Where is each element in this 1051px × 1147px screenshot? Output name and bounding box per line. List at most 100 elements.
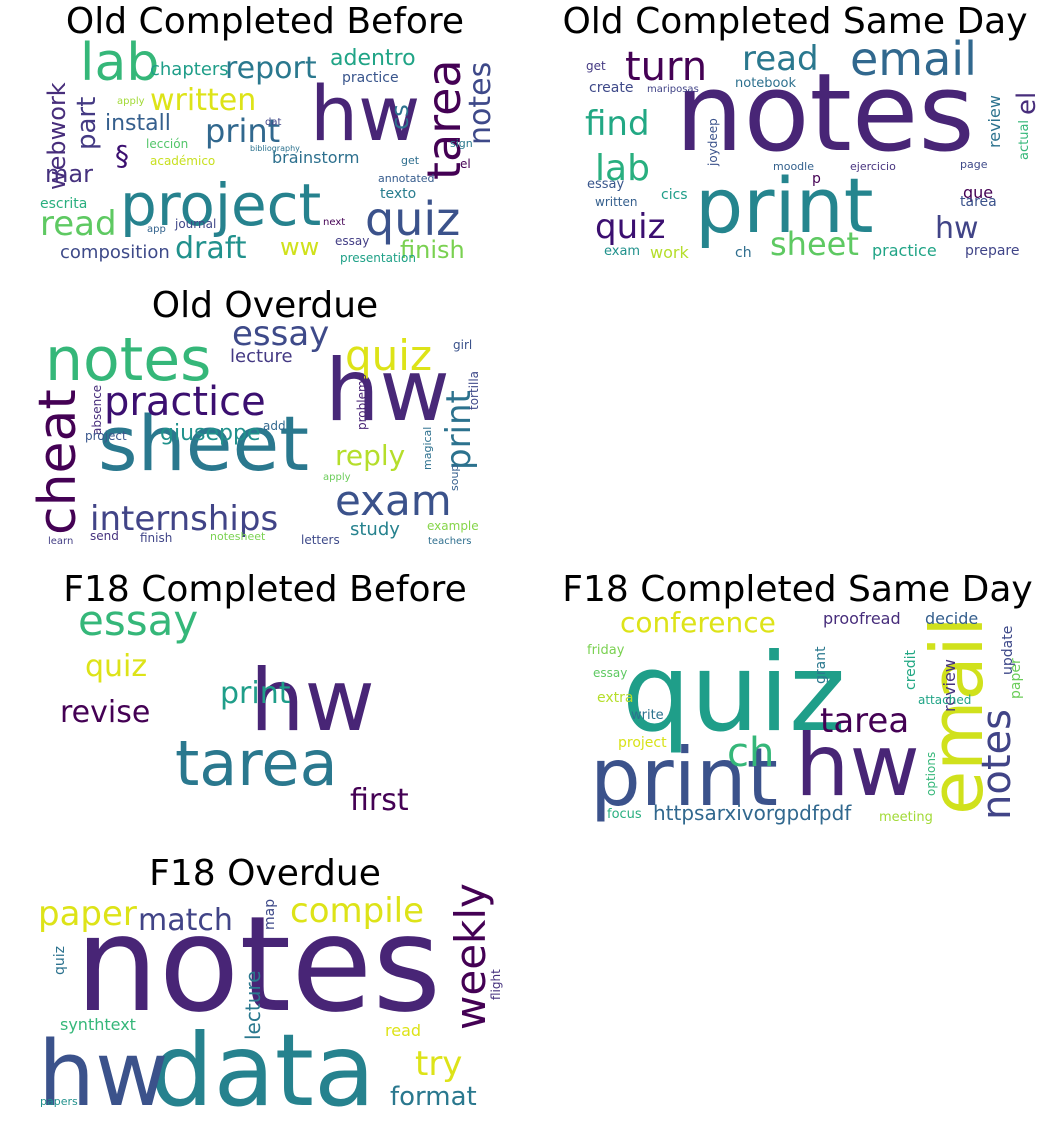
cloud-word-19: notebook [735, 76, 796, 91]
cloud-word-13: read [385, 1021, 421, 1040]
cloud-word-28: teachers [428, 536, 472, 547]
cloud-word-9: lecture [241, 971, 265, 1040]
cloud-word-2: notes [45, 325, 211, 395]
cloud-word-26: notesheet [210, 530, 266, 543]
cloud-word-13: review [940, 659, 959, 712]
cloud-word-7: conference [620, 606, 776, 639]
cloud-word-8: httpsarxivorgpdfpdf [653, 801, 852, 825]
cloud-word-25: académico [150, 154, 215, 168]
cloud-word-9: hw [935, 211, 979, 246]
cloud-word-16: soup [448, 465, 461, 491]
cloud-word-15: cs [386, 104, 414, 130]
cloud-word-12: map [262, 899, 278, 930]
cloud-word-14: flight [489, 969, 503, 1000]
cloud-word-28: page [960, 158, 988, 171]
cloud-word-12: part [72, 97, 102, 150]
cloud-word-7: quiz [595, 207, 665, 247]
cloud-word-27: learn [48, 536, 73, 547]
cloud-word-5: exam [335, 476, 452, 525]
cloud-word-27: journal [174, 217, 216, 231]
panel-f18-completed-before: F18 Completed Before hw tarea essay quiz pri… [20, 568, 510, 838]
panel-title: Old Completed Same Day [562, 1, 1028, 42]
panel-old-completed-before: Old Completed Before project hw quiz lab pri… [20, 0, 510, 280]
cloud-word-15: paper [1008, 658, 1024, 699]
cloud-word-2: quiz [365, 192, 460, 246]
cloud-word-20: project [618, 735, 667, 751]
cloud-word-0: notes [75, 888, 441, 1042]
cloud-word-1: hw [310, 69, 420, 158]
cloud-word-0: hw [250, 651, 375, 751]
cloud-word-3: lab [80, 33, 159, 93]
cloud-word-4: print [220, 676, 291, 711]
cloud-word-0: notes [675, 51, 975, 176]
cloud-word-17: essay [593, 666, 627, 680]
cloud-word-32: apply [117, 96, 145, 107]
cloud-word-1: print [695, 161, 874, 250]
cloud-word-0: quiz [622, 631, 846, 756]
cloud-word-6: match [138, 903, 233, 938]
cloud-word-24: finish [140, 531, 172, 545]
cloud-word-20: chapters [150, 59, 229, 80]
cloud-word-0: sheet [98, 399, 309, 488]
cloud-word-18: absence [90, 385, 104, 435]
cloud-word-3: turn [625, 44, 707, 90]
cloud-word-9: print [439, 390, 479, 470]
cloud-word-25: cics [661, 187, 688, 203]
cloud-word-3: weekly [446, 883, 495, 1030]
cloud-word-7: tarea [417, 59, 471, 180]
cloud-word-17: § [115, 139, 129, 172]
cloud-word-20: add [263, 419, 286, 433]
cloud-word-4: practice [104, 379, 266, 425]
cloud-word-24: meeting [879, 810, 933, 825]
cloud-word-1: email [915, 616, 999, 815]
cloud-word-24: ch [735, 245, 752, 261]
cloud-word-31: annotated [378, 172, 435, 185]
panel-old-overdue: Old Overdue sheet hw notes cheat practice exa… [20, 284, 510, 554]
cloud-word-1: hw [325, 341, 450, 441]
cloud-word-5: revise [60, 695, 150, 730]
cloud-word-14: tarea [960, 194, 997, 210]
cloud-word-2: essay [78, 596, 198, 645]
panel-old-completed-same-day: Old Completed Same Day notes print email tu… [550, 0, 1040, 280]
cloud-word-18: extra [597, 690, 633, 706]
cloud-word-16: prepare [965, 243, 1019, 259]
cloud-word-6: ch [727, 730, 774, 776]
cloud-word-10: el [1012, 92, 1040, 115]
cloud-word-27: ejercicio [850, 160, 896, 173]
cloud-word-5: paper [38, 894, 137, 934]
cloud-word-11: quiz [52, 946, 68, 975]
cloud-word-22: example [427, 519, 479, 533]
cloud-word-4: compile [290, 891, 424, 931]
cloud-word-7: quiz [345, 331, 432, 380]
cloud-word-11: grant [813, 646, 829, 684]
panel-f18-completed-same-day: F18 Completed Same Day quiz email print hw n… [550, 568, 1045, 838]
cloud-word-21: girl [453, 338, 472, 352]
cloud-word-6: internships [90, 499, 278, 539]
panel-f18-overdue: F18 Overdue notes data hw weekly compile pape… [20, 852, 510, 1122]
cloud-word-2: print [590, 731, 778, 824]
cloud-word-29: joydeep [706, 118, 720, 167]
cloud-word-19: project [85, 429, 127, 443]
cloud-word-11: reply [335, 439, 405, 472]
cloud-word-5: written [150, 83, 256, 118]
cloud-word-15: practice [872, 241, 937, 260]
cloud-word-12: actual [1017, 120, 1032, 160]
cloud-word-10: webwork [43, 82, 71, 190]
cloud-word-30: p [812, 171, 821, 187]
cloud-word-7: try [415, 1044, 462, 1084]
cloud-word-14: install [105, 111, 171, 136]
cloud-word-35: get [401, 154, 420, 167]
cloud-word-6: first [350, 783, 409, 818]
cloud-word-4: print [205, 112, 280, 150]
cloud-word-25: letters [301, 533, 340, 547]
cloud-word-8: essay [232, 314, 329, 354]
word-cloud: quiz email print hw notes tarea ch conference ht… [587, 606, 1024, 825]
cloud-word-23: practice [342, 70, 399, 86]
cloud-word-20: essay [587, 177, 625, 192]
cloud-word-1: tarea [175, 727, 338, 800]
cloud-word-36: sign [450, 137, 473, 150]
